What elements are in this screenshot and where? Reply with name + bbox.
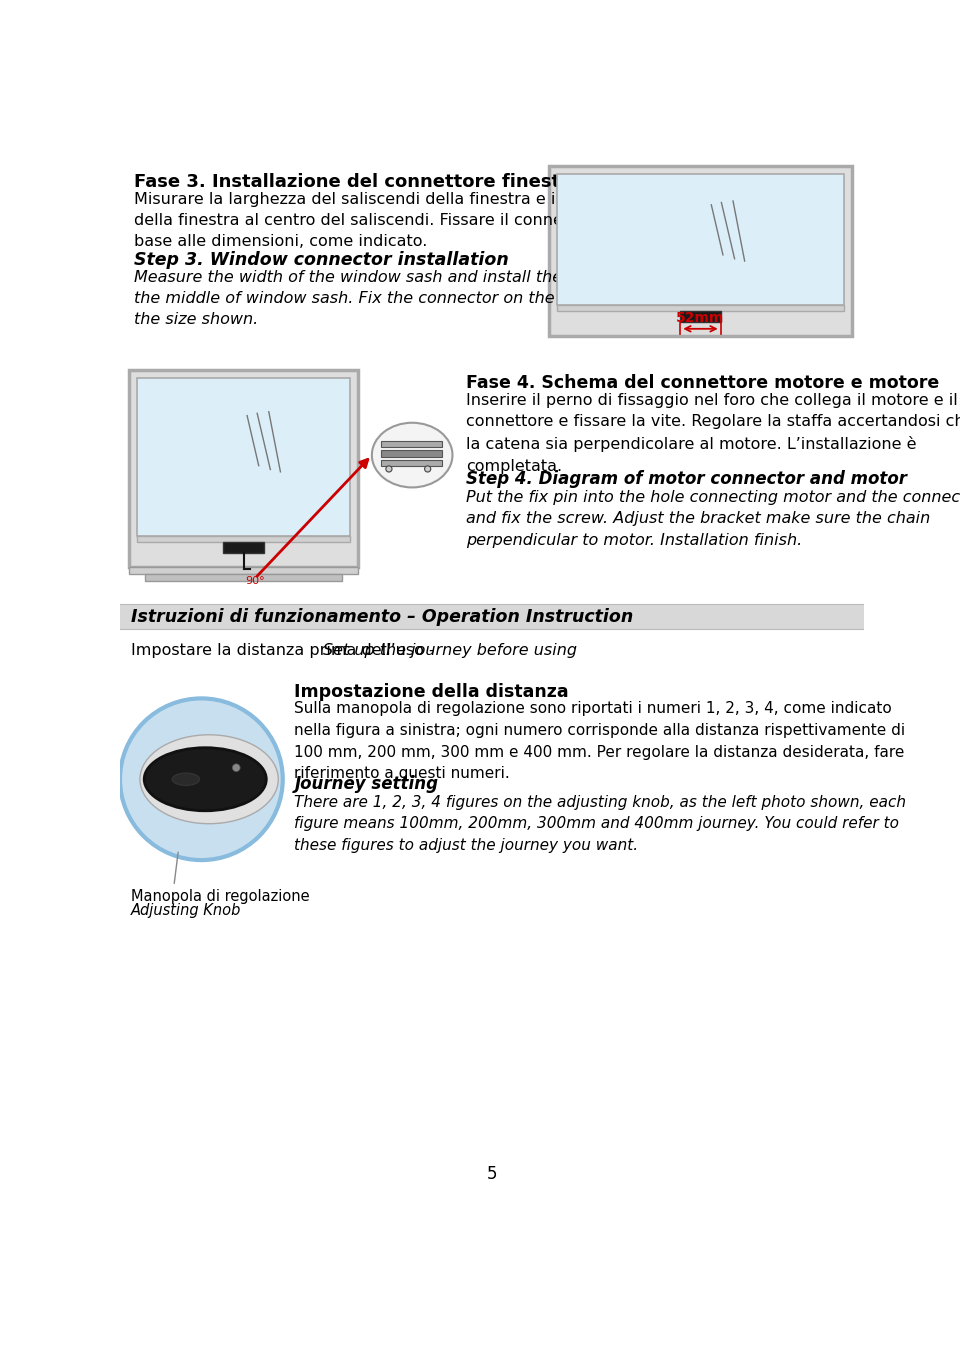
Bar	[381, 451, 442, 456]
Ellipse shape	[172, 773, 200, 785]
Circle shape	[120, 699, 283, 860]
Circle shape	[424, 466, 431, 473]
Circle shape	[232, 764, 240, 772]
Text: 52mm: 52mm	[677, 311, 725, 325]
Bar	[137, 536, 350, 542]
Circle shape	[386, 466, 392, 473]
Bar	[224, 542, 264, 552]
Bar	[381, 460, 442, 466]
Bar	[130, 567, 358, 574]
Text: Fase 3. Installazione del connettore finestra: Fase 3. Installazione del connettore fin…	[134, 173, 581, 191]
Text: Step 4. Diagram of motor connector and motor: Step 4. Diagram of motor connector and m…	[467, 470, 907, 489]
Text: Fase 4. Schema del connettore motore e motore: Fase 4. Schema del connettore motore e m…	[467, 374, 940, 393]
Text: Measure the width of the window sash and install the window connector in
the mid: Measure the width of the window sash and…	[134, 271, 732, 328]
Bar	[381, 441, 442, 447]
Text: Sulla manopola di regolazione sono riportati i numeri 1, 2, 3, 4, come indicato
: Sulla manopola di regolazione sono ripor…	[295, 701, 905, 781]
Text: Set up the journey before using: Set up the journey before using	[323, 643, 577, 658]
Text: Impostare la distanza prima dell’uso -: Impostare la distanza prima dell’uso -	[131, 643, 440, 658]
Text: Misurare la larghezza del saliscendi della finestra e installare il connettore
d: Misurare la larghezza del saliscendi del…	[134, 192, 732, 249]
Ellipse shape	[140, 735, 278, 823]
Ellipse shape	[144, 747, 266, 811]
Bar	[549, 167, 852, 336]
Text: Istruzioni di funzionamento – Operation Instruction: Istruzioni di funzionamento – Operation …	[131, 608, 633, 626]
Bar	[557, 305, 844, 311]
Ellipse shape	[372, 422, 452, 487]
Text: 90°: 90°	[245, 575, 265, 586]
Text: Inserire il perno di fissaggio nel foro che collega il motore e il
connettore e : Inserire il perno di fissaggio nel foro …	[467, 393, 960, 474]
Text: There are 1, 2, 3, 4 figures on the adjusting knob, as the left photo shown, eac: There are 1, 2, 3, 4 figures on the adju…	[295, 795, 906, 853]
Bar	[557, 175, 844, 305]
Text: Step 3. Window connector installation: Step 3. Window connector installation	[134, 250, 509, 269]
Bar	[681, 311, 721, 322]
Text: Journey setting: Journey setting	[295, 776, 439, 793]
Text: Impostazione della distanza: Impostazione della distanza	[295, 682, 569, 701]
Bar	[120, 604, 864, 630]
Bar	[145, 574, 343, 581]
Text: Manopola di regolazione: Manopola di regolazione	[131, 890, 309, 904]
Text: 5: 5	[487, 1164, 497, 1183]
Bar	[137, 378, 350, 536]
Text: Put the fix pin into the hole connecting motor and the connector
and fix the scr: Put the fix pin into the hole connecting…	[467, 490, 960, 548]
Bar	[130, 371, 358, 567]
Text: Adjusting Knob: Adjusting Knob	[131, 903, 241, 918]
